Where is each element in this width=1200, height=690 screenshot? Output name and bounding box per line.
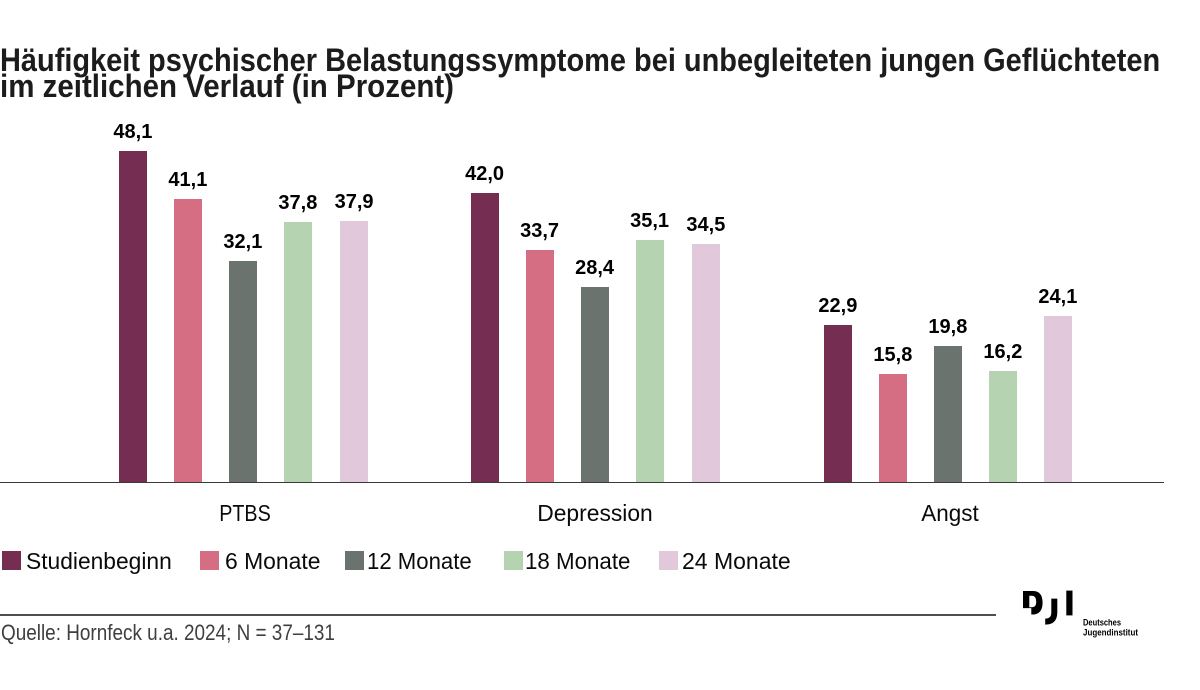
svg-text:Jugendinstitut: Jugendinstitut (1083, 627, 1138, 637)
svg-text:Deutsches: Deutsches (1083, 618, 1121, 628)
